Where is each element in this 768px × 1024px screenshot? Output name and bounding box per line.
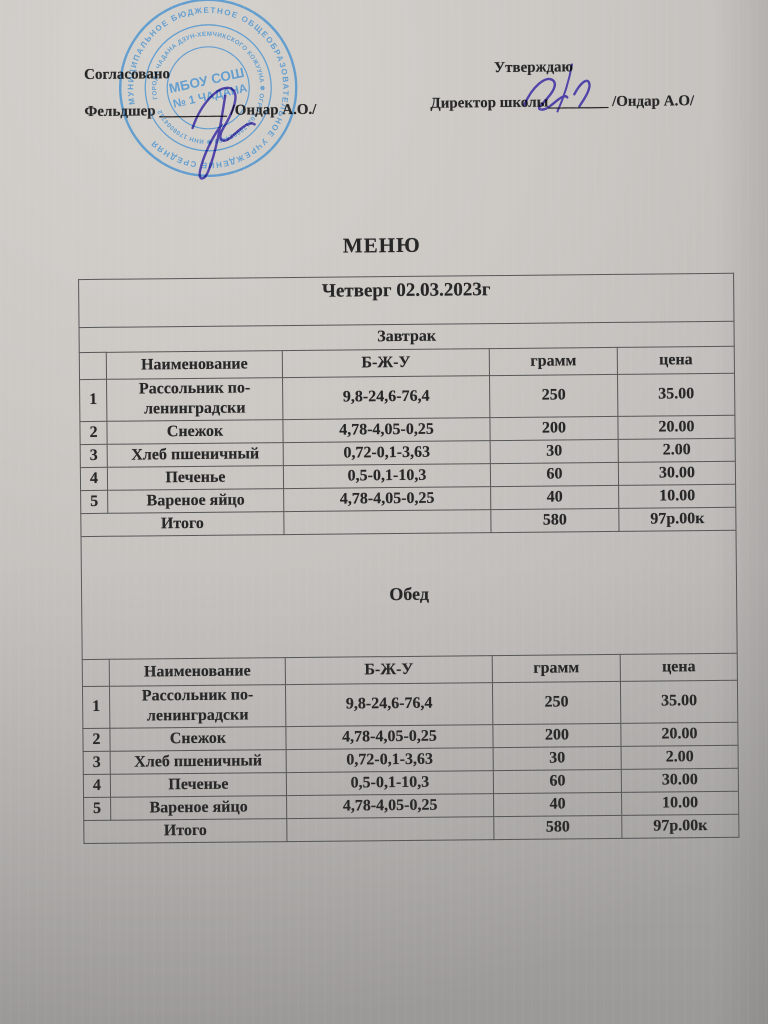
stamp-middle-circle <box>144 24 272 152</box>
item-grams: 200 <box>492 723 622 748</box>
total-bju-empty <box>286 816 494 842</box>
column-header-грамм: грамм <box>489 347 618 376</box>
item-grams: 40 <box>493 792 622 817</box>
total-bju-empty <box>283 509 492 535</box>
stamp-inner-circle <box>166 46 250 130</box>
item-price: 35.00 <box>620 680 738 724</box>
item-price: 30.00 <box>618 461 736 486</box>
item-price: 30.00 <box>621 768 739 793</box>
item-grams: 200 <box>489 416 619 441</box>
item-number: 5 <box>83 797 111 821</box>
total-label: Итого <box>83 818 287 844</box>
column-header-грамм: грамм <box>492 654 621 683</box>
column-header-цена: цена <box>617 346 735 375</box>
item-price: 10.00 <box>618 484 736 509</box>
item-number: 3 <box>83 751 111 775</box>
item-name: Хлеб пшеничный <box>110 749 287 775</box>
item-bju: 9,8-24,6-76,4 <box>282 375 490 420</box>
feldsher-signature-tail <box>198 94 227 180</box>
total-price: 97р.00к <box>618 507 737 532</box>
section-title-lunch: Обед <box>81 530 738 660</box>
item-name: Вареное яйцо <box>107 488 284 514</box>
item-grams: 30 <box>490 439 619 464</box>
item-name: Печенье <box>110 772 287 798</box>
page-title: МЕНЮ <box>342 232 421 258</box>
item-name: Снежок <box>109 726 287 752</box>
item-price: 2.00 <box>621 745 739 770</box>
item-number: 2 <box>79 421 108 445</box>
menu-item-row: 1 Рассольник по-ленинградски 9,8-24,6-76,4… <box>82 680 738 729</box>
item-price: 20.00 <box>620 722 739 747</box>
item-bju: 4,78-4,05-0,25 <box>282 417 491 443</box>
column-header-Б-Ж-У: Б-Ж-У <box>285 655 493 685</box>
item-bju: 4,78-4,05-0,25 <box>283 486 491 512</box>
total-row: Итого 580 97р.00к <box>83 814 739 844</box>
menu-table: Четверг 02.03.2023г Завтрак Наименование Б-… <box>78 273 739 844</box>
handwritten-signatures <box>191 63 591 180</box>
total-grams: 580 <box>490 508 620 533</box>
menu-item-row: 1 Рассольник по-ленинградски 9,8-24,6-76,4… <box>79 373 735 422</box>
director-signature-stroke <box>556 63 574 113</box>
column-header-цена: цена <box>620 653 738 682</box>
item-name: Хлеб пшеничный <box>107 442 284 468</box>
item-bju: 4,78-4,05-0,25 <box>286 793 494 819</box>
item-number: 1 <box>79 379 107 422</box>
column-header-Наименование: Наименование <box>106 350 283 380</box>
item-name: Вареное яйцо <box>110 795 287 821</box>
item-bju: 0,72-0,1-3,63 <box>286 747 494 773</box>
column-header-num <box>82 659 110 687</box>
item-price: 20.00 <box>617 415 736 440</box>
total-label: Итого <box>80 511 285 537</box>
item-number: 4 <box>83 774 111 798</box>
item-name: Рассольник по-ленинградски <box>106 377 283 422</box>
item-grams: 60 <box>490 462 619 487</box>
item-number: 2 <box>82 728 111 752</box>
item-number: 1 <box>82 686 110 729</box>
item-grams: 250 <box>492 681 621 725</box>
item-grams: 40 <box>490 485 619 510</box>
item-grams: 60 <box>493 769 622 794</box>
item-name: Рассольник по-ленинградски <box>109 684 286 729</box>
day-header-cell: Четверг 02.03.2023г <box>78 273 735 328</box>
item-bju: 0,72-0,1-3,63 <box>283 440 491 466</box>
feldsher-signature-ink <box>191 86 256 142</box>
column-header-num <box>79 352 107 380</box>
item-price: 10.00 <box>621 791 739 816</box>
item-bju: 4,78-4,05-0,25 <box>285 724 494 750</box>
item-number: 3 <box>80 444 108 468</box>
item-name: Снежок <box>106 419 284 445</box>
item-price: 35.00 <box>617 373 735 417</box>
item-bju: 9,8-24,6-76,4 <box>285 682 493 727</box>
item-number: 5 <box>80 490 108 514</box>
total-grams: 580 <box>493 815 622 840</box>
menu-table-body: Четверг 02.03.2023г Завтрак Наименование Б-… <box>78 273 739 844</box>
column-header-Б-Ж-У: Б-Ж-У <box>282 348 490 378</box>
item-grams: 30 <box>493 746 622 771</box>
item-name: Печенье <box>107 465 284 491</box>
stamp-outer-circle <box>119 0 298 178</box>
item-bju: 0,5-0,1-10,3 <box>286 770 494 796</box>
total-price: 97р.00к <box>621 814 739 839</box>
item-grams: 250 <box>489 374 618 418</box>
director-signature-ink <box>523 77 569 111</box>
school-stamp: МУНИЦИПАЛЬНОЕ БЮДЖЕТНОЕ ОБЩЕОБРАЗОВАТЕЛЬ… <box>110 0 306 186</box>
column-header-Наименование: Наименование <box>109 657 286 687</box>
item-bju: 0,5-0,1-10,3 <box>283 463 491 489</box>
item-number: 4 <box>80 467 108 491</box>
director-signature-loop <box>573 79 591 108</box>
item-price: 2.00 <box>618 438 736 463</box>
